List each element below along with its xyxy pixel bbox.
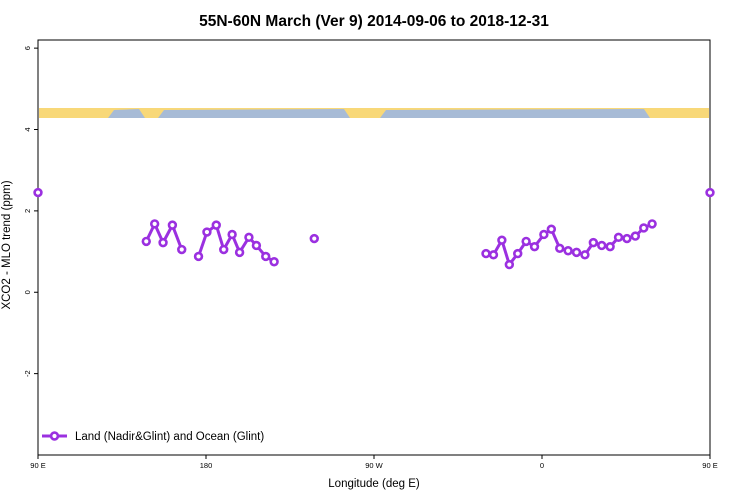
data-point (580, 250, 590, 260)
data-point (555, 243, 565, 254)
data-point (261, 251, 271, 262)
x-tick-label: 90 E (30, 461, 45, 470)
data-series (33, 187, 715, 270)
data-point (234, 247, 245, 258)
data-point (563, 246, 573, 256)
world-map-strip (39, 108, 709, 118)
chart-title: 55N-60N March (Ver 9) 2014-09-06 to 2018… (199, 13, 549, 30)
x-tick-label: 90 W (365, 461, 383, 470)
data-point (488, 250, 499, 260)
data-point (244, 232, 254, 243)
data-point (309, 233, 319, 244)
y-axis-label: XCO2 - MLO trend (ppm) (1, 180, 13, 309)
data-point (202, 227, 212, 237)
x-tick-label: 180 (200, 461, 213, 470)
y-tick-label: 4 (23, 127, 32, 131)
data-point (630, 231, 641, 241)
data-point (158, 237, 168, 248)
y-tick-label: -2 (23, 370, 32, 377)
x-axis: 90 E 180 90 W 0 90 E (30, 455, 718, 470)
data-point (546, 224, 557, 234)
data-point (149, 219, 160, 229)
y-axis: -2 0 2 4 6 (23, 46, 38, 377)
data-point (211, 220, 221, 230)
data-point (571, 247, 582, 258)
data-point (529, 241, 540, 252)
data-point (613, 232, 624, 243)
data-point (141, 236, 151, 247)
x-axis-label: Longitude (deg E) (328, 478, 420, 490)
y-tick-label: 0 (23, 290, 32, 294)
data-point (705, 187, 715, 198)
map-ocean (158, 109, 350, 118)
data-point (481, 248, 491, 259)
legend: Land (Nadir&Glint) and Ocean (Glint) (42, 431, 264, 443)
map-ocean (380, 109, 650, 118)
map-ocean (108, 109, 145, 118)
data-point (597, 240, 607, 251)
data-point (227, 229, 237, 240)
map-land (39, 108, 709, 118)
data-point (513, 248, 523, 259)
data-point (177, 244, 187, 255)
series-line (197, 223, 275, 264)
data-point (504, 259, 515, 270)
data-point (219, 244, 229, 255)
legend-label: Land (Nadir&Glint) and Ocean (Glint) (75, 431, 264, 443)
y-tick-label: 6 (23, 46, 32, 50)
data-point (497, 235, 507, 245)
data-point (521, 236, 531, 247)
data-point (647, 219, 657, 229)
y-tick-label: 2 (23, 209, 32, 213)
x-tick-label: 0 (540, 461, 544, 470)
data-point (539, 229, 549, 240)
data-point (193, 251, 204, 262)
x-tick-label: 90 E (702, 461, 717, 470)
data-point (639, 223, 649, 233)
data-point (622, 233, 632, 244)
data-point (33, 187, 43, 198)
data-point (251, 240, 262, 251)
data-point (167, 220, 178, 230)
data-point (588, 237, 599, 248)
data-point (605, 241, 615, 252)
legend-marker (49, 431, 60, 441)
series-line (485, 222, 653, 267)
data-point (269, 257, 279, 267)
